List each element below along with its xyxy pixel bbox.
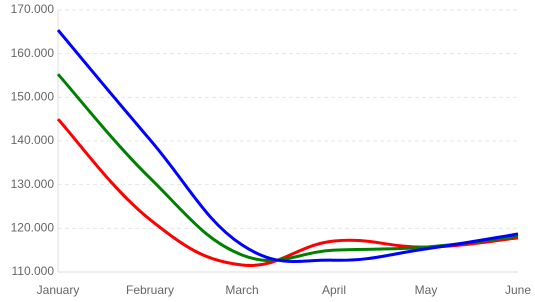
y-tick-label: 120.000	[11, 221, 55, 235]
x-tick-label: April	[322, 283, 346, 297]
y-tick-label: 160.000	[11, 46, 55, 60]
y-tick-label: 130.000	[11, 177, 55, 191]
y-tick-label: 140.000	[11, 133, 55, 147]
y-tick-label: 170.000	[11, 2, 55, 16]
y-tick-label: 110.000	[12, 264, 55, 278]
x-tick-label: May	[415, 283, 438, 297]
line	[56, 73, 519, 263]
x-tick-label: January	[37, 283, 80, 297]
x-tick-label: February	[126, 283, 174, 297]
line	[56, 29, 519, 263]
y-tick-label: 150.000	[11, 90, 55, 104]
x-tick-label: June	[505, 283, 531, 297]
x-tick-label: March	[225, 283, 258, 297]
